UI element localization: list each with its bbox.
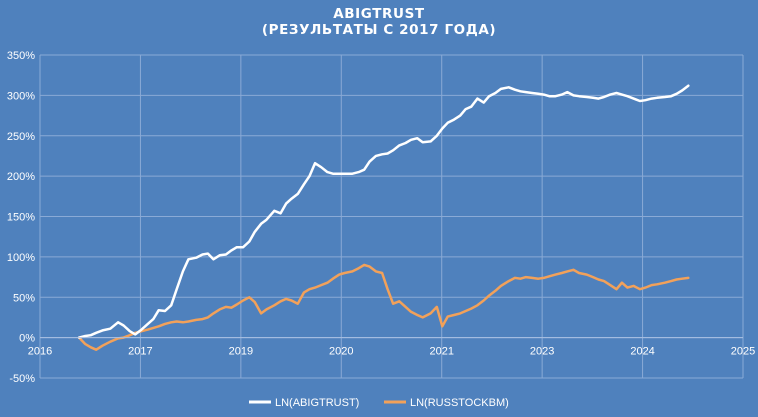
- y-tick-label: 300%: [7, 90, 35, 102]
- x-tick-label: 2024: [630, 346, 654, 358]
- x-tick-label: 2023: [530, 346, 554, 358]
- y-tick-label: 350%: [7, 50, 35, 62]
- x-tick-label: 2016: [28, 346, 52, 358]
- y-tick-label: 0%: [19, 333, 35, 345]
- series-line-1: [77, 263, 690, 351]
- y-tick-label: -50%: [9, 373, 35, 385]
- series-line-0: [77, 84, 690, 339]
- x-tick-label: 2021: [429, 346, 453, 358]
- y-tick-label: 200%: [7, 171, 35, 183]
- chart-title: ABIGTRUST: [333, 6, 425, 22]
- x-tick-label: 2017: [128, 346, 152, 358]
- legend: LN(ABIGTRUST) LN(RUSSTOCKBM): [249, 397, 509, 409]
- x-tick-label: 2020: [329, 346, 353, 358]
- y-tick-label: 50%: [13, 292, 35, 304]
- x-tick-label: 2019: [229, 346, 253, 358]
- legend-label: LN(ABIGTRUST): [275, 397, 359, 409]
- x-tick-label: 2025: [731, 346, 755, 358]
- chart-subtitle: (РЕЗУЛЬТАТЫ С 2017 ГОДА): [261, 22, 497, 38]
- axis-layer: 350% 300% 250% 200% 150% 100% 50% 0% -50% 2016 201…: [7, 50, 755, 385]
- y-tick-label: 250%: [7, 131, 35, 143]
- legend-label: LN(RUSSTOCKBM): [410, 397, 509, 409]
- series-layer: [77, 84, 690, 351]
- y-tick-label: 150%: [7, 212, 35, 224]
- y-tick-label: 100%: [7, 252, 35, 264]
